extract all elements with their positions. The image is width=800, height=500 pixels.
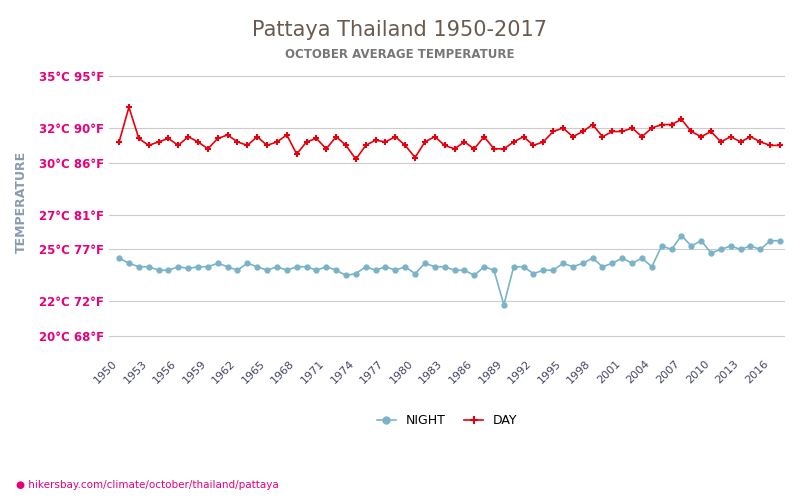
Text: OCTOBER AVERAGE TEMPERATURE: OCTOBER AVERAGE TEMPERATURE	[286, 48, 514, 60]
Y-axis label: TEMPERATURE: TEMPERATURE	[15, 150, 28, 253]
Legend: NIGHT, DAY: NIGHT, DAY	[372, 409, 522, 432]
Text: ● hikersbay.com/climate/october/thailand/pattaya: ● hikersbay.com/climate/october/thailand…	[16, 480, 278, 490]
Text: Pattaya Thailand 1950-2017: Pattaya Thailand 1950-2017	[253, 20, 547, 40]
